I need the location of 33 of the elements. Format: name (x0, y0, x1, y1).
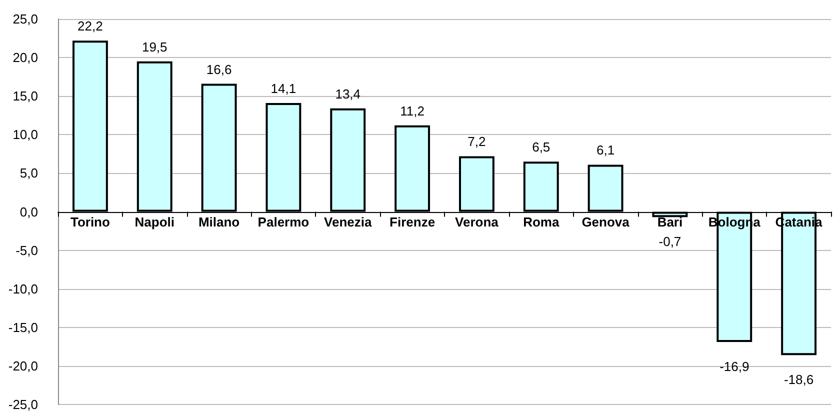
data-label: 16,6 (206, 62, 232, 77)
x-tick-label: Palermo (258, 214, 310, 230)
y-tick-label: -15,0 (8, 320, 38, 335)
data-label: 13,4 (335, 86, 361, 102)
x-tick-label: Milano (198, 214, 240, 230)
x-tick-label: Venezia (324, 214, 372, 230)
data-label: 7,2 (468, 134, 486, 150)
y-tick-label: 5,0 (20, 166, 38, 181)
x-tick-label: Genova (582, 214, 630, 230)
data-label: 6,1 (596, 142, 615, 158)
y-tick-label: -25,0 (8, 397, 38, 411)
y-tick-label: -20,0 (8, 358, 38, 374)
x-tick-label: Roma (523, 214, 560, 230)
x-tick-label: Bari (657, 214, 683, 230)
y-tick-label: -5,0 (16, 242, 38, 258)
y-tick-label: 20,0 (12, 50, 38, 66)
y-tick-label: 25,0 (12, 12, 38, 26)
data-label: -0,7 (658, 234, 682, 250)
data-label: 22,2 (78, 18, 103, 34)
y-tick-label: 15,0 (12, 88, 38, 104)
data-label: 14,1 (270, 81, 296, 96)
data-label: 6,5 (532, 140, 550, 155)
y-tick-label: 10,0 (12, 127, 38, 142)
y-tick-label: 0,0 (20, 204, 38, 220)
x-tick-label: Verona (455, 214, 500, 230)
x-tick-label: Napoli (134, 214, 174, 230)
x-tick-label: Firenze (390, 214, 436, 230)
data-label: -16,9 (720, 359, 750, 374)
data-label: 11,2 (400, 103, 424, 118)
data-label: 19,5 (142, 39, 168, 54)
data-label: -18,6 (784, 372, 814, 388)
y-tick-label: -10,0 (8, 281, 38, 296)
x-tick-label: Torino (70, 214, 110, 230)
